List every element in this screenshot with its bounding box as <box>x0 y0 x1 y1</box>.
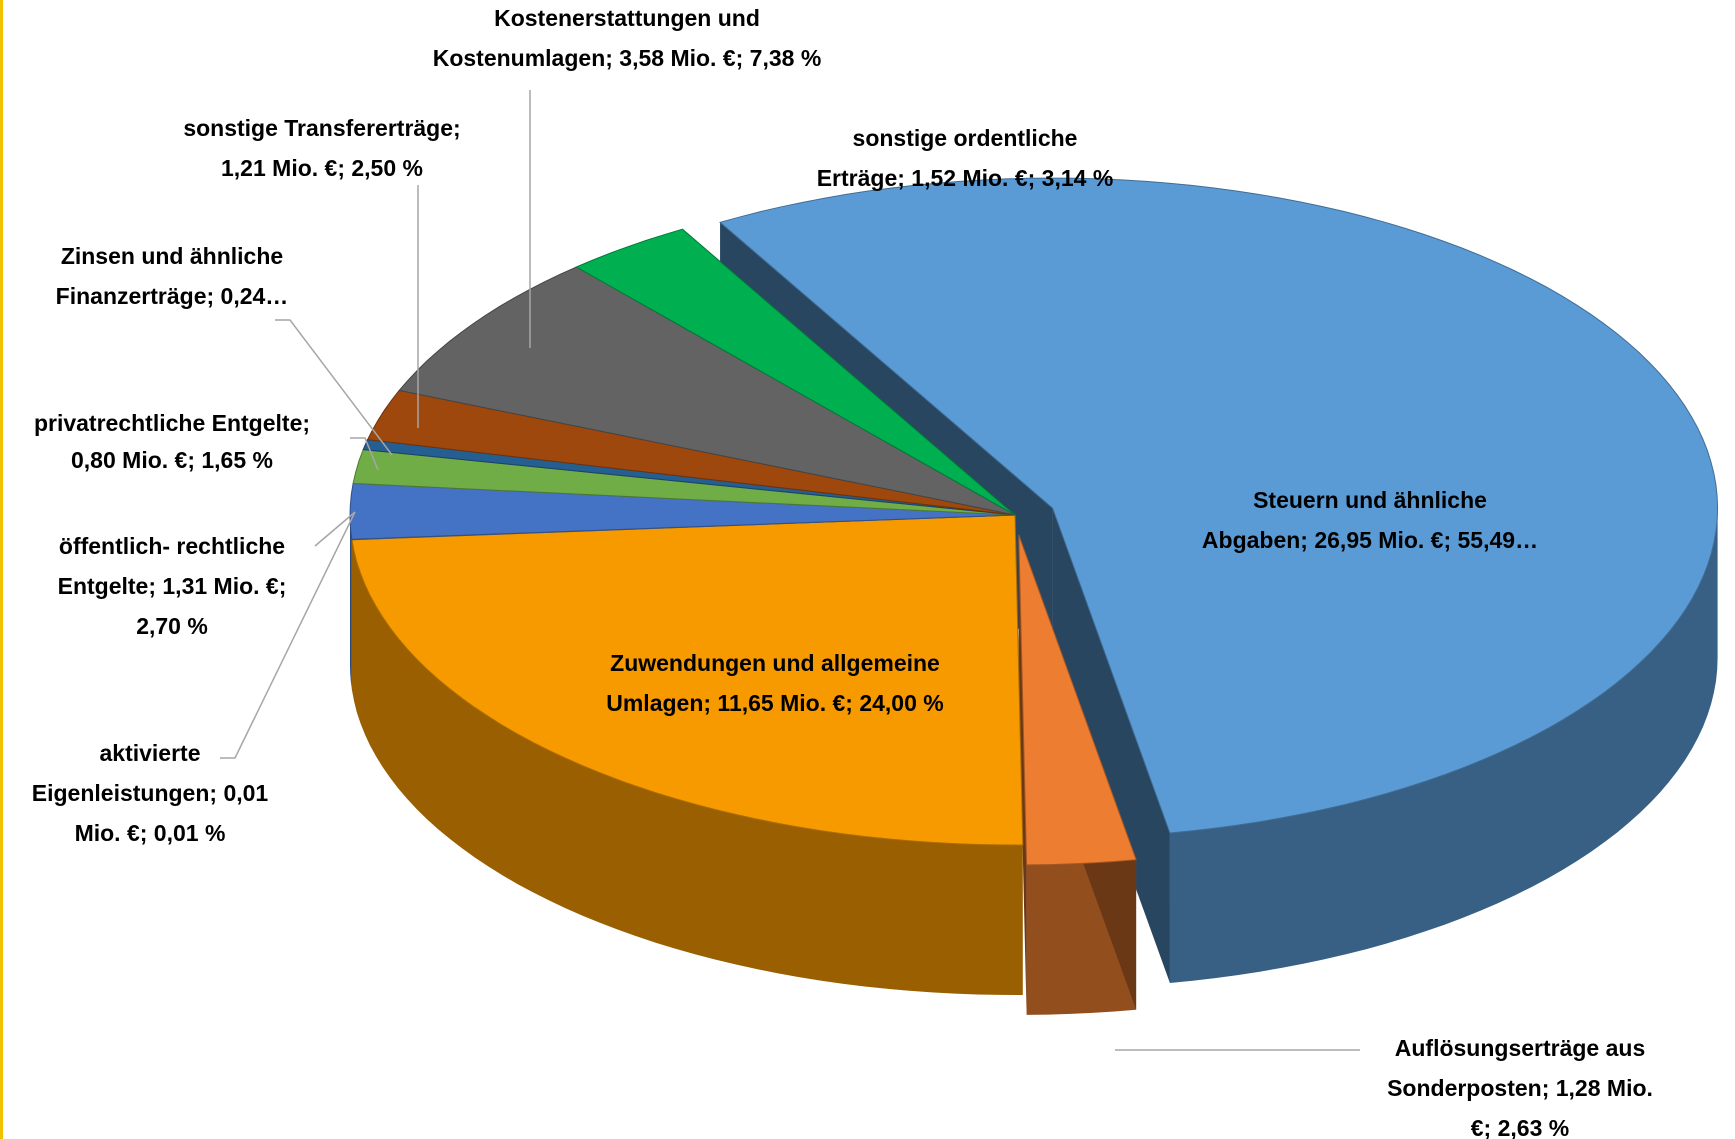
slice <box>366 389 1016 516</box>
slice-cut <box>1052 508 1170 983</box>
data-label: aktivierte <box>99 740 200 766</box>
data-label: Entgelte; 1,31 Mio. €; <box>58 573 287 599</box>
data-label: Kostenumlagen; 3,58 Mio. €; 7,38 % <box>433 45 822 71</box>
data-label: sonstige Transfererträge; <box>183 115 460 141</box>
data-label: 0,80 Mio. €; 1,65 % <box>71 447 273 473</box>
data-label: Umlagen; 11,65 Mio. €; 24,00 % <box>606 690 943 716</box>
pie-tops <box>349 177 1719 866</box>
data-label: sonstige ordentliche <box>853 125 1078 151</box>
leader-line <box>314 511 356 547</box>
slice <box>575 228 1016 516</box>
data-label: €; 2,63 % <box>1471 1115 1569 1139</box>
data-label: Zuwendungen und allgemeine <box>610 650 940 676</box>
data-label: 1,21 Mio. €; 2,50 % <box>221 155 423 181</box>
labels: Steuern und ähnliche Abgaben; 26,95 Mio. … <box>32 5 1653 1139</box>
leader-line <box>350 437 379 471</box>
slice-side <box>1169 508 1718 983</box>
data-label: Finanzerträge; 0,24… <box>56 283 289 309</box>
data-label: Zinsen und ähnliche <box>61 243 283 269</box>
data-label: öffentlich- rechtliche <box>59 533 285 559</box>
data-label: privatrechtliche Entgelte; <box>34 410 310 436</box>
data-label: Sonderposten; 1,28 Mio. <box>1387 1075 1653 1101</box>
data-label: Abgaben; 26,95 Mio. €; 55,49… <box>1202 527 1538 553</box>
data-label: Eigenleistungen; 0,01 <box>32 780 269 806</box>
slice-side <box>350 515 352 690</box>
slice <box>1018 534 1137 866</box>
slice-side <box>351 539 1023 995</box>
edge-stripe <box>0 0 3 1139</box>
data-label: Steuern und ähnliche <box>1253 487 1487 513</box>
leader-line <box>275 319 393 456</box>
slice <box>349 482 1016 540</box>
leader-line <box>220 511 356 759</box>
slice-cut <box>1018 534 1027 1015</box>
data-label: Kostenerstattungen und <box>494 5 760 31</box>
data-label: 2,70 % <box>136 613 208 639</box>
slice <box>351 514 1024 846</box>
data-label: Auflösungserträge aus <box>1395 1035 1646 1061</box>
data-label: Erträge; 1,52 Mio. €; 3,14 % <box>817 165 1114 191</box>
data-label: Mio. €; 0,01 % <box>75 820 226 846</box>
slice <box>398 266 1016 516</box>
slice <box>719 177 1719 834</box>
